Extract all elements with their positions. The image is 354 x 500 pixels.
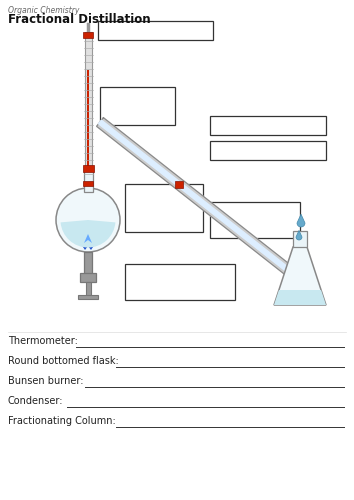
Polygon shape: [274, 290, 326, 305]
Bar: [86, 282, 91, 296]
Text: Bunsen burner:: Bunsen burner:: [8, 376, 84, 386]
Text: Thermometer:: Thermometer:: [8, 336, 78, 346]
Bar: [80, 273, 96, 282]
Bar: [85, 32, 91, 182]
Bar: [83, 32, 93, 38]
Bar: [125, 184, 203, 232]
Polygon shape: [274, 247, 326, 305]
Polygon shape: [81, 230, 95, 250]
Text: Fractionating Column:: Fractionating Column:: [8, 416, 116, 426]
Bar: [210, 141, 326, 160]
Bar: [84, 252, 92, 274]
Polygon shape: [296, 230, 302, 240]
Bar: [84, 166, 92, 192]
Polygon shape: [97, 118, 291, 274]
Bar: [175, 180, 183, 188]
Bar: [100, 87, 175, 125]
Bar: [83, 181, 93, 186]
Text: Condenser:: Condenser:: [8, 396, 63, 406]
Bar: [82, 165, 93, 172]
Bar: [293, 231, 307, 247]
Wedge shape: [61, 220, 115, 248]
Bar: [210, 116, 326, 135]
Polygon shape: [98, 120, 290, 272]
Bar: [98, 21, 213, 40]
Text: Fractional Distillation: Fractional Distillation: [8, 13, 150, 26]
Bar: [78, 295, 98, 299]
Text: Organic Chemistry: Organic Chemistry: [8, 6, 79, 15]
Bar: [125, 264, 235, 300]
Bar: [210, 202, 300, 238]
Bar: [87, 70, 89, 178]
Polygon shape: [297, 214, 305, 227]
Circle shape: [56, 188, 120, 252]
Text: Round bottomed flask:: Round bottomed flask:: [8, 356, 119, 366]
Polygon shape: [84, 234, 92, 243]
